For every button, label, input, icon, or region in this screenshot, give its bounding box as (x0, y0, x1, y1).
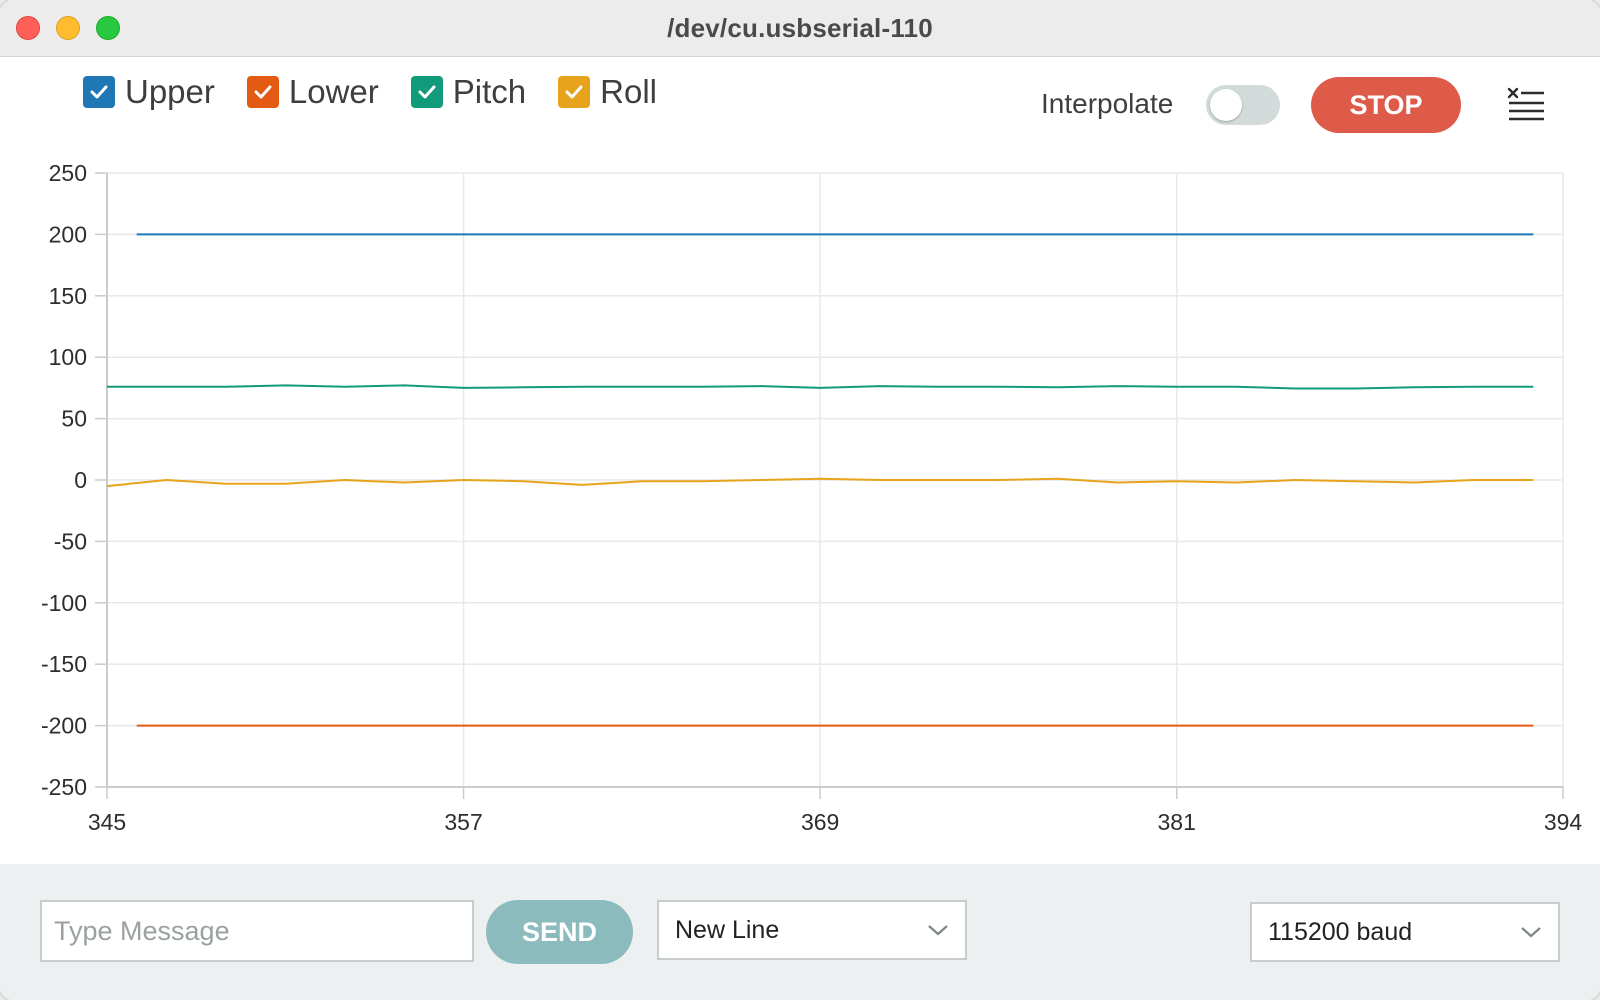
x-tick-label: 369 (801, 809, 839, 835)
y-tick-label: -50 (54, 528, 87, 554)
y-tick-label: 200 (49, 221, 87, 247)
legend-label-upper: Upper (125, 73, 215, 110)
x-tick-label: 345 (88, 809, 126, 835)
legend-item-roll[interactable]: Roll (558, 73, 657, 111)
clear-list-icon[interactable] (1506, 86, 1546, 122)
series-line-roll (106, 477, 1534, 488)
line-ending-value: New Line (675, 915, 780, 944)
legend-item-lower[interactable]: Lower (246, 73, 379, 111)
checkmark-icon (565, 85, 583, 99)
y-tick-label: 150 (49, 283, 87, 309)
y-tick-label: 50 (61, 406, 87, 432)
send-button[interactable]: SEND (486, 900, 633, 964)
checkbox-pitch[interactable] (410, 76, 443, 108)
checkbox-upper[interactable] (83, 76, 115, 108)
legend-item-pitch[interactable]: Pitch (410, 73, 527, 111)
checkmark-icon (254, 85, 272, 99)
legend-label-lower: Lower (288, 73, 379, 110)
legend-label-roll: Roll (600, 73, 658, 110)
x-tick-label: 381 (1158, 809, 1196, 835)
y-tick-label: -250 (41, 774, 87, 800)
interpolate-label: Interpolate (1041, 88, 1174, 119)
y-tick-label: -150 (41, 651, 87, 677)
line-ending-select[interactable]: New Line (657, 900, 967, 960)
stop-button[interactable]: STOP (1311, 77, 1461, 133)
baud-rate-select[interactable]: 115200 baud (1250, 902, 1560, 962)
x-tick-label: 357 (444, 809, 482, 835)
x-tick-label: 394 (1544, 809, 1583, 835)
y-tick-label: 250 (49, 160, 87, 186)
close-window-button[interactable] (16, 16, 40, 40)
y-tick-label: -200 (41, 713, 87, 739)
legend-label-pitch: Pitch (452, 73, 527, 110)
series-line-pitch (107, 384, 1534, 390)
baud-rate-value: 115200 baud (1268, 917, 1413, 946)
chevron-down-icon (928, 925, 948, 936)
checkmark-icon (418, 85, 436, 99)
message-input[interactable] (40, 900, 474, 962)
minimize-window-button[interactable] (56, 16, 80, 40)
checkmark-icon (90, 85, 108, 99)
toggle-knob (1210, 89, 1242, 121)
legend-item-upper[interactable]: Upper (83, 73, 215, 111)
chevron-down-icon (1521, 927, 1541, 938)
send-message-bar: SEND New Line 115200 baud (0, 864, 1600, 1000)
window-title: /dev/cu.usbserial-110 (667, 12, 933, 43)
checkbox-lower[interactable] (246, 76, 279, 108)
y-tick-label: 100 (49, 344, 87, 370)
y-tick-label: -100 (41, 590, 87, 616)
y-tick-label: 0 (74, 467, 87, 493)
interpolate-toggle[interactable] (1206, 85, 1280, 125)
checkbox-roll[interactable] (558, 76, 591, 108)
title-bar[interactable]: /dev/cu.usbserial-110 (0, 0, 1600, 57)
series-legend: Upper Lower Pitch Roll (83, 70, 689, 114)
maximize-window-button[interactable] (96, 16, 120, 40)
